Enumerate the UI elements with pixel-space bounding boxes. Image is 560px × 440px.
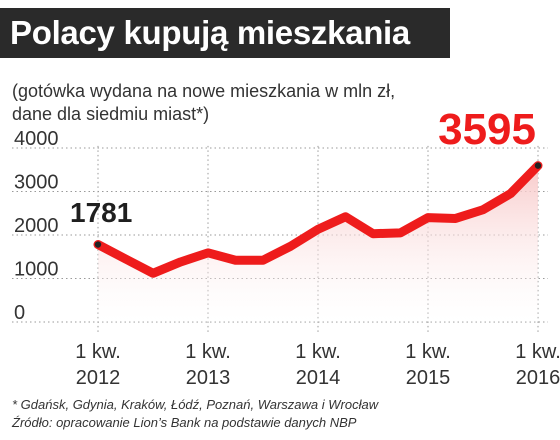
chart-subtitle: (gotówka wydana na nowe mieszkania w mln… [12,80,395,126]
y-tick-label: 2000 [14,215,59,237]
y-tick-label: 3000 [14,172,59,194]
data-point [534,162,542,169]
annotation-start-value: 1781 [70,197,132,228]
chart-title: Polacy kupują mieszkania [0,8,450,58]
series-line [93,161,543,278]
x-tick-label-year: 2013 [186,367,231,389]
x-tick-label-year: 2012 [76,367,121,389]
footnote: * Gdańsk, Gdynia, Kraków, Łódź, Poznań, … [12,396,378,432]
y-axis-labels: 0 1000 2000 3000 4000 [14,128,59,324]
area-fill [98,165,538,322]
subtitle-line-1: (gotówka wydana na nowe mieszkania w mln… [12,81,396,101]
subtitle-line-2: dane dla siedmiu miast*) [12,104,210,124]
data-point [94,241,102,248]
y-tick-label: 4000 [14,128,59,150]
x-tick-label-quarter: 1 kw. [75,341,121,363]
annotation-end-value: 3595 [438,105,536,154]
annotations: 1781 3595 [70,105,536,228]
x-tick-label-quarter: 1 kw. [185,341,231,363]
y-tick-label: 1000 [14,259,59,281]
x-tick-label-quarter: 1 kw. [295,341,341,363]
x-tick-label-year: 2014 [296,367,341,389]
x-axis-labels: 1 kw. 2012 1 kw. 2013 1 kw. 2014 1 kw. 2015 1 kw… [75,341,560,389]
area-fill-path [98,165,538,322]
footnote-cities: * Gdańsk, Gdynia, Kraków, Łódź, Poznań, … [12,397,379,412]
x-tick-label-year: 2015 [406,367,451,389]
x-tick-label-quarter: 1 kw. [405,341,451,363]
x-tick-label-quarter: 1 kw. [515,341,560,363]
y-tick-label: 0 [14,302,25,324]
x-tick-label-year: 2016 [516,367,560,389]
footnote-source: Źródło: opracowanie Lion’s Bank na podst… [12,415,357,430]
